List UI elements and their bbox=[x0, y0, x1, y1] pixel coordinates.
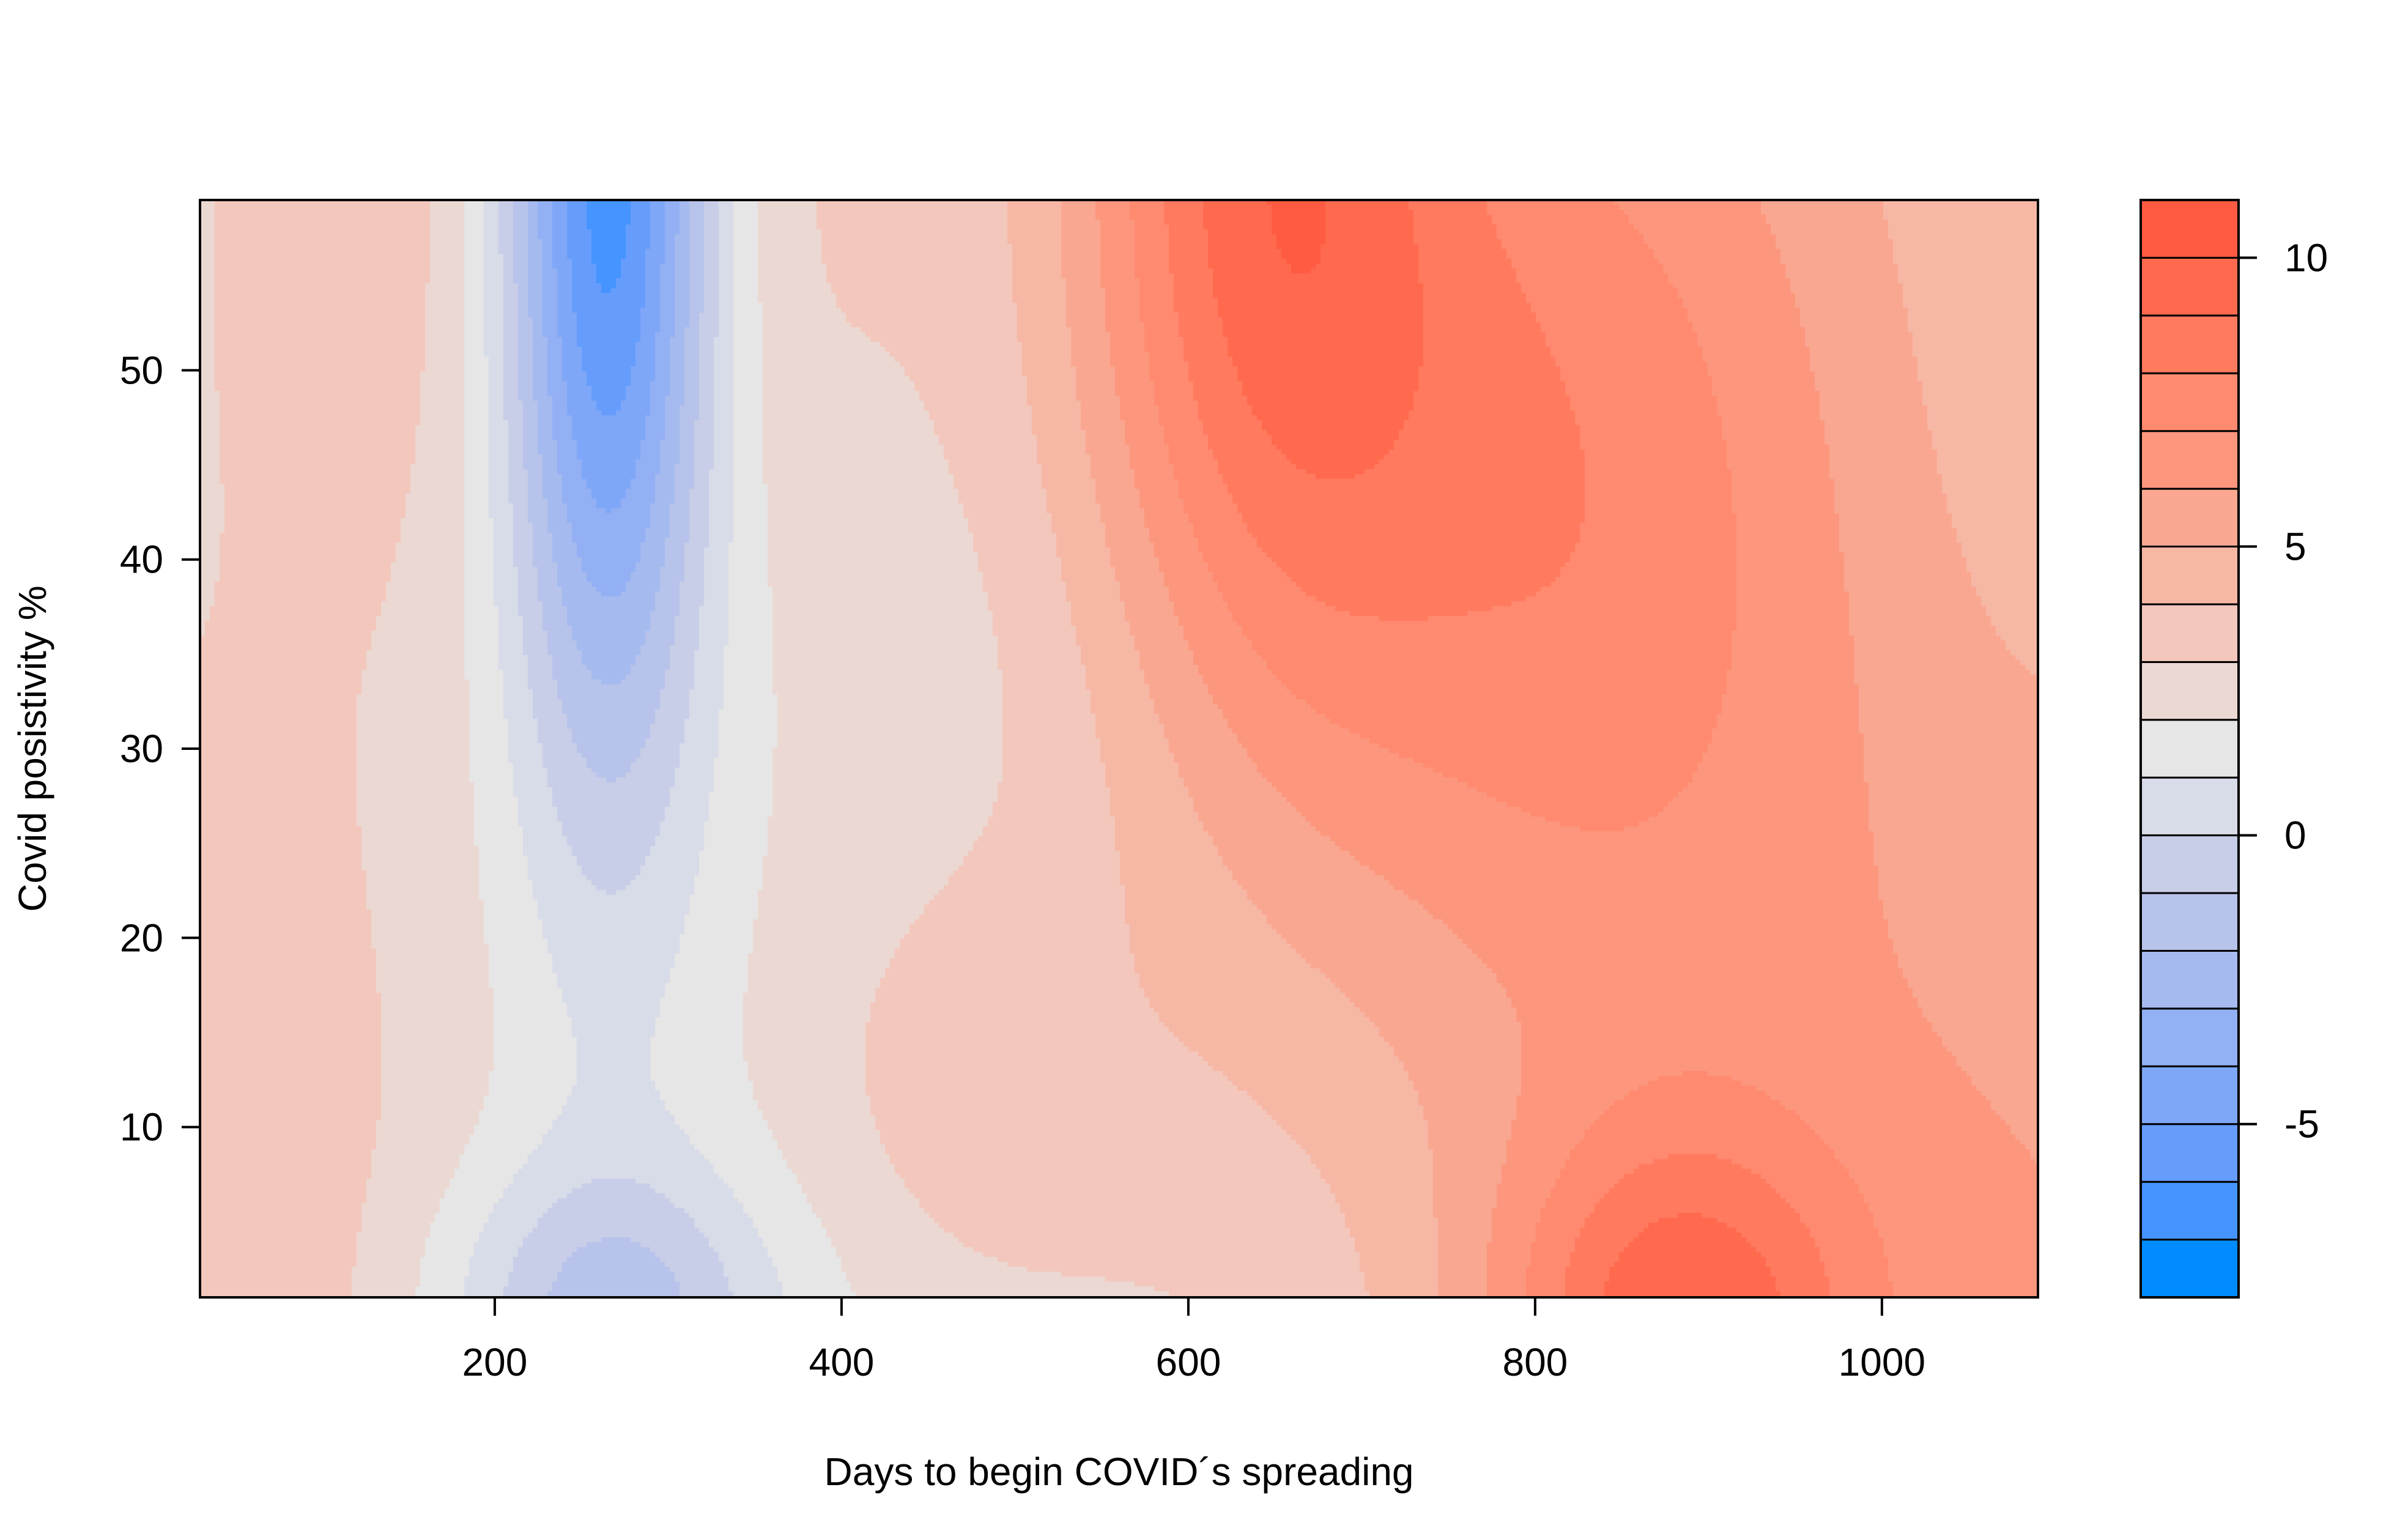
x-tick-label: 800 bbox=[1502, 1340, 1568, 1384]
y-tick-label: 40 bbox=[120, 538, 163, 582]
x-tick-label: 600 bbox=[1156, 1340, 1221, 1384]
legend-swatch bbox=[2139, 1123, 2240, 1183]
legend-swatch bbox=[2139, 892, 2240, 952]
legend-tick-label: 5 bbox=[2284, 525, 2306, 569]
legend-swatch bbox=[2139, 603, 2240, 663]
x-tick-label: 200 bbox=[462, 1340, 528, 1384]
legend-swatch bbox=[2139, 1007, 2240, 1067]
contour-field bbox=[200, 200, 2038, 1297]
legend-swatch bbox=[2139, 487, 2240, 548]
x-tick-label: 400 bbox=[809, 1340, 875, 1384]
legend-swatch bbox=[2139, 256, 2240, 317]
legend-swatch bbox=[2139, 430, 2240, 490]
legend-tick-label: 10 bbox=[2284, 235, 2328, 280]
y-tick-label: 20 bbox=[120, 916, 163, 960]
legend-swatch bbox=[2139, 1181, 2240, 1241]
legend-swatch bbox=[2139, 661, 2240, 721]
y-tick-label: 10 bbox=[120, 1105, 163, 1149]
legend-swatch bbox=[2139, 834, 2240, 894]
legend-swatch bbox=[2139, 949, 2240, 1010]
color-legend: -5 0 5 10 bbox=[2139, 199, 2328, 1299]
x-axis-title: Days to begin COVID´s spreading bbox=[824, 1450, 1414, 1494]
legend-frame bbox=[2139, 199, 2240, 1299]
y-tick-label: 30 bbox=[120, 727, 163, 771]
y-axis-title: Covid posistivity % bbox=[10, 585, 54, 912]
legend-tick-label: 0 bbox=[2284, 814, 2306, 858]
legend-tick-label: -5 bbox=[2284, 1102, 2319, 1146]
legend-swatch bbox=[2139, 314, 2240, 374]
legend-swatch bbox=[2139, 776, 2240, 837]
y-axis: 10 20 30 40 50 bbox=[120, 348, 200, 1149]
legend-swatch bbox=[2139, 546, 2240, 606]
legend-swatch bbox=[2139, 1239, 2240, 1299]
y-tick-label: 50 bbox=[120, 348, 163, 392]
legend-swatch bbox=[2139, 719, 2240, 779]
legend-swatch bbox=[2139, 372, 2240, 432]
x-axis: 200 400 600 800 1000 bbox=[462, 1297, 1925, 1384]
legend-swatch bbox=[2139, 199, 2240, 259]
contour-fill bbox=[200, 200, 2038, 1297]
legend-swatch bbox=[2139, 1065, 2240, 1125]
x-tick-label: 1000 bbox=[1839, 1340, 1925, 1384]
